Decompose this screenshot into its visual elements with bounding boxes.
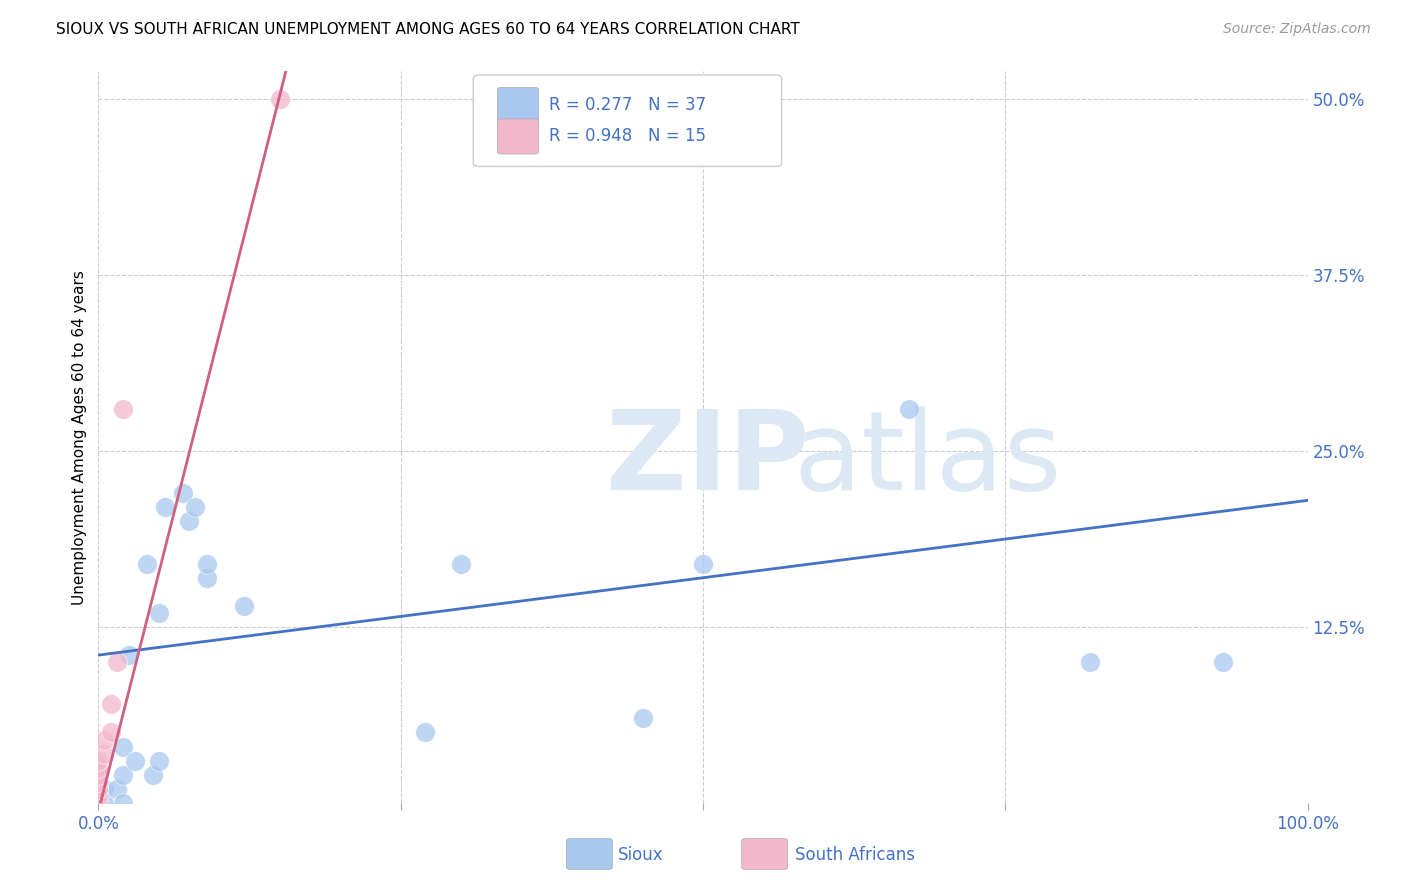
Point: [87, 796, 110, 810]
Y-axis label: Unemployment Among Ages 60 to 64 years: Unemployment Among Ages 60 to 64 years: [72, 269, 87, 605]
Point: [111, 401, 134, 416]
FancyBboxPatch shape: [742, 838, 787, 870]
Point: [631, 711, 654, 725]
Text: Source: ZipAtlas.com: Source: ZipAtlas.com: [1223, 22, 1371, 37]
Point: [87, 796, 110, 810]
Point: [153, 500, 176, 515]
Point: [93, 781, 115, 796]
Point: [87, 767, 110, 781]
Point: [1212, 655, 1234, 669]
Point: [100, 698, 122, 712]
Point: [87, 781, 110, 796]
Text: R = 0.277   N = 37: R = 0.277 N = 37: [550, 96, 707, 114]
Point: [111, 796, 134, 810]
Point: [87, 754, 110, 768]
Point: [148, 606, 170, 620]
Point: [413, 725, 436, 739]
Point: [93, 732, 115, 747]
Point: [111, 767, 134, 781]
Point: [105, 655, 128, 669]
Point: [692, 557, 714, 571]
Point: [172, 486, 194, 500]
Point: [87, 781, 110, 796]
Point: [87, 781, 110, 796]
Point: [135, 557, 157, 571]
FancyBboxPatch shape: [498, 119, 538, 154]
Point: [93, 796, 115, 810]
Point: [184, 500, 207, 515]
Point: [118, 648, 141, 662]
Text: SIOUX VS SOUTH AFRICAN UNEMPLOYMENT AMONG AGES 60 TO 64 YEARS CORRELATION CHART: SIOUX VS SOUTH AFRICAN UNEMPLOYMENT AMON…: [56, 22, 800, 37]
Point: [897, 401, 920, 416]
Point: [195, 557, 218, 571]
Text: Sioux: Sioux: [619, 846, 664, 863]
Point: [93, 747, 115, 761]
Text: ZIP: ZIP: [606, 406, 810, 513]
Point: [148, 754, 170, 768]
Point: [100, 725, 122, 739]
Text: atlas: atlas: [793, 406, 1062, 513]
FancyBboxPatch shape: [498, 87, 538, 122]
Point: [450, 557, 472, 571]
Point: [87, 781, 110, 796]
Point: [111, 739, 134, 754]
Text: R = 0.948   N = 15: R = 0.948 N = 15: [550, 128, 706, 145]
Point: [179, 515, 201, 529]
Point: [124, 754, 146, 768]
Point: [87, 774, 110, 789]
Text: South Africans: South Africans: [794, 846, 915, 863]
Point: [87, 767, 110, 781]
Point: [87, 789, 110, 803]
Point: [269, 93, 291, 107]
Point: [87, 774, 110, 789]
Point: [87, 789, 110, 803]
FancyBboxPatch shape: [474, 75, 782, 167]
Point: [87, 761, 110, 775]
Point: [105, 781, 128, 796]
FancyBboxPatch shape: [567, 838, 613, 870]
Point: [232, 599, 254, 613]
Point: [87, 761, 110, 775]
Point: [1078, 655, 1101, 669]
Point: [87, 796, 110, 810]
Point: [87, 781, 110, 796]
Point: [195, 571, 218, 585]
Point: [87, 767, 110, 781]
Point: [87, 781, 110, 796]
Point: [142, 767, 165, 781]
